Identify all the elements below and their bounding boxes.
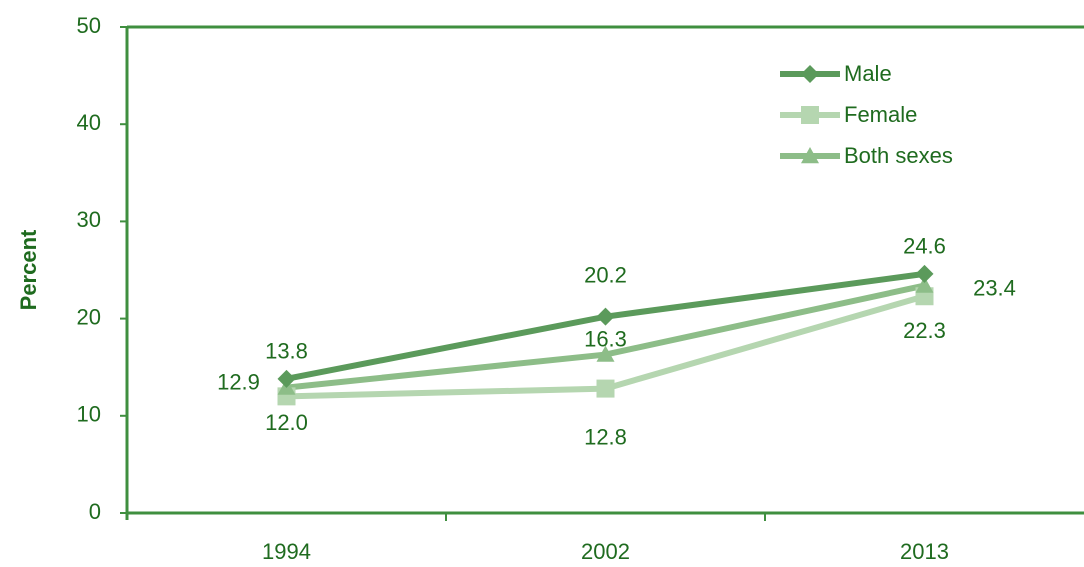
x-tick-label: 2002 bbox=[581, 539, 630, 564]
data-label: 22.3 bbox=[903, 318, 946, 343]
y-tick-label: 0 bbox=[89, 499, 101, 524]
data-label: 12.0 bbox=[265, 410, 308, 435]
legend-label: Both sexes bbox=[844, 143, 953, 168]
data-label: 20.2 bbox=[584, 262, 627, 287]
marker bbox=[801, 147, 819, 164]
y-tick-label: 40 bbox=[77, 110, 101, 135]
data-label: 12.8 bbox=[584, 424, 627, 449]
legend-label: Female bbox=[844, 102, 917, 127]
data-label: 12.9 bbox=[217, 369, 260, 394]
data-label: 13.8 bbox=[265, 339, 308, 364]
data-label: 24.6 bbox=[903, 234, 946, 259]
marker bbox=[915, 276, 934, 293]
marker bbox=[915, 264, 934, 283]
y-axis-label: Percent bbox=[16, 229, 41, 310]
y-tick-label: 30 bbox=[77, 207, 101, 232]
marker bbox=[277, 369, 296, 388]
marker bbox=[596, 379, 615, 398]
y-tick-label: 20 bbox=[77, 304, 101, 329]
marker bbox=[801, 106, 819, 124]
marker bbox=[596, 345, 615, 362]
y-tick-label: 10 bbox=[77, 402, 101, 427]
legend-label: Male bbox=[844, 61, 892, 86]
marker bbox=[596, 307, 615, 326]
y-tick-label: 50 bbox=[77, 13, 101, 38]
x-tick-label: 2013 bbox=[900, 539, 949, 564]
data-label: 16.3 bbox=[584, 326, 627, 351]
data-label: 23.4 bbox=[973, 275, 1016, 300]
x-tick-label: 1994 bbox=[262, 539, 311, 564]
marker bbox=[801, 65, 819, 83]
